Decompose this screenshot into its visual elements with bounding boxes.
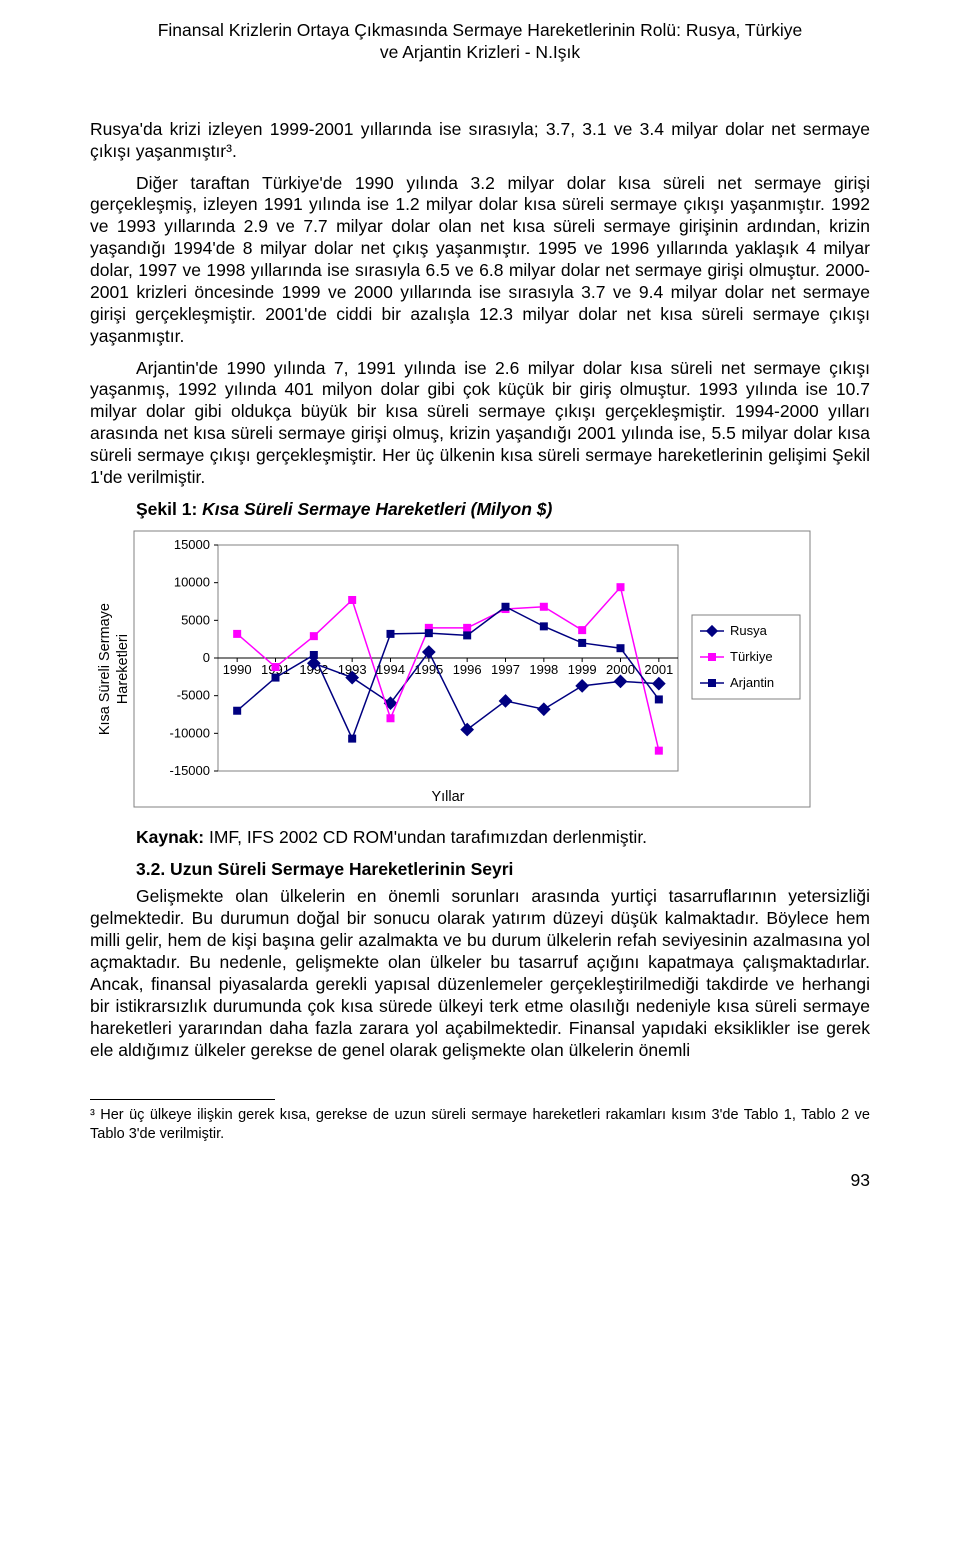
svg-text:1999: 1999: [568, 662, 597, 677]
page-number: 93: [90, 1170, 870, 1192]
svg-text:1998: 1998: [530, 662, 559, 677]
page-header: Finansal Krizlerin Ortaya Çıkmasında Ser…: [90, 20, 870, 64]
svg-text:1997: 1997: [491, 662, 520, 677]
svg-text:0: 0: [203, 650, 210, 665]
footnote-text: ³ Her üç ülkeye ilişkin gerek kısa, gere…: [90, 1107, 870, 1142]
chart-container: Kısa Süreli SermayeHareketleri -15000 -10…: [90, 529, 870, 809]
svg-text:15000: 15000: [174, 537, 210, 552]
svg-text:-10000: -10000: [170, 725, 210, 740]
chart-heading-title: Kısa Süreli Sermaye Hareketleri (Milyon …: [197, 499, 552, 519]
svg-text:5000: 5000: [181, 612, 210, 627]
svg-text:-15000: -15000: [170, 763, 210, 778]
svg-text:Yıllar: Yıllar: [432, 789, 465, 805]
svg-text:1996: 1996: [453, 662, 482, 677]
svg-text:Türkiye: Türkiye: [730, 649, 773, 664]
source-text: IMF, IFS 2002 CD ROM'undan tarafımızdan …: [204, 827, 647, 847]
chart-heading-label: Şekil 1:: [136, 499, 197, 519]
svg-text:-5000: -5000: [177, 687, 210, 702]
svg-text:1994: 1994: [376, 662, 405, 677]
svg-text:Rusya: Rusya: [730, 623, 768, 638]
paragraph-4: Gelişmekte olan ülkelerin en önemli soru…: [90, 886, 870, 1061]
svg-text:10000: 10000: [174, 574, 210, 589]
paragraph-2: Diğer taraftan Türkiye'de 1990 yılında 3…: [90, 173, 870, 348]
header-line-2: ve Arjantin Krizleri - N.Işık: [90, 42, 870, 64]
chart-svg: -15000-10000-500005000100001500019901991…: [132, 529, 812, 809]
svg-text:2001: 2001: [645, 662, 674, 677]
header-line-1: Finansal Krizlerin Ortaya Çıkmasında Ser…: [90, 20, 870, 42]
chart-heading: Şekil 1: Kısa Süreli Sermaye Hareketleri…: [90, 499, 870, 521]
svg-text:1990: 1990: [223, 662, 252, 677]
svg-text:Arjantin: Arjantin: [730, 675, 774, 690]
paragraph-3: Arjantin'de 1990 yılında 7, 1991 yılında…: [90, 358, 870, 489]
chart-y-axis-label: Kısa Süreli SermayeHareketleri: [90, 603, 132, 735]
footnote: ³ Her üç ülkeye ilişkin gerek kısa, gere…: [90, 1106, 870, 1144]
source-label: Kaynak:: [136, 827, 204, 847]
footnote-separator: [90, 1099, 275, 1100]
paragraph-1: Rusya'da krizi izleyen 1999-2001 yılları…: [90, 119, 870, 163]
source-line: Kaynak: IMF, IFS 2002 CD ROM'undan taraf…: [90, 827, 870, 849]
subsection-heading: 3.2. Uzun Süreli Sermaye Hareketlerinin …: [90, 859, 870, 881]
